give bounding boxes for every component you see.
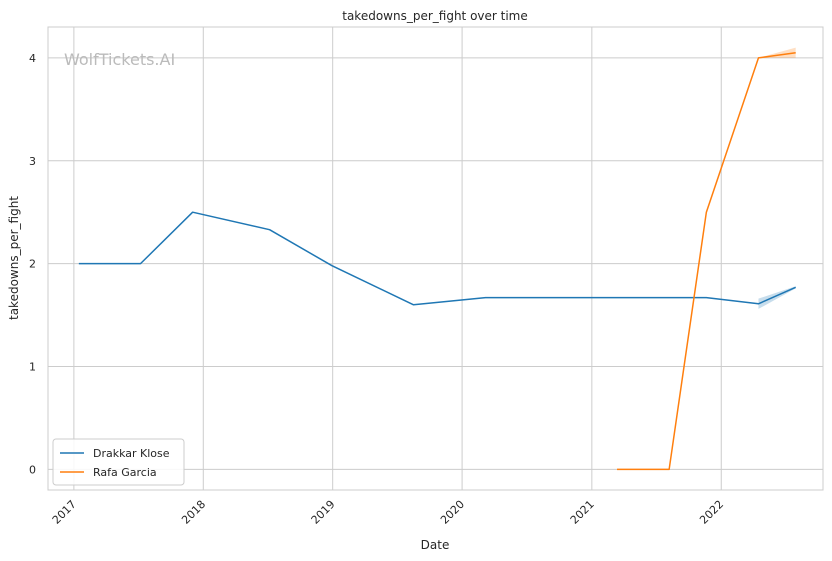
confidence-band-1: [758, 47, 796, 58]
series-line-0: [78, 211, 797, 306]
series-line-1: [617, 51, 796, 471]
plot-frame: [47, 26, 824, 491]
plot-background: [48, 27, 823, 490]
legend-label-drakkar-klose: Drakkar Klose: [93, 447, 170, 460]
x-tick-label: 2020: [438, 498, 467, 527]
x-tick-label: 2019: [309, 498, 338, 527]
grid: [48, 27, 823, 490]
watermark: WolfTickets.AI: [64, 50, 175, 69]
y-tick-label: 2: [29, 258, 36, 271]
chart-title: takedowns_per_fight over time: [342, 9, 528, 23]
x-tick-labels: 2017 2018 2019 2020 2021 2022: [50, 498, 726, 527]
legend-frame: [52, 438, 185, 486]
y-tick-label: 3: [29, 155, 36, 168]
x-axis-title: Date: [421, 538, 450, 552]
y-axis-title: takedowns_per_fight: [7, 196, 21, 320]
x-tick-label: 2017: [50, 498, 79, 527]
y-tick-label: 1: [29, 361, 36, 374]
legend-label-rafa-garcia: Rafa Garcia: [93, 466, 157, 479]
y-tick-label: 0: [29, 463, 36, 476]
legend: Drakkar Klose Rafa Garcia: [52, 438, 185, 486]
x-tick-label: 2018: [179, 498, 208, 527]
y-tick-label: 4: [29, 52, 36, 65]
x-tick-label: 2021: [568, 498, 597, 527]
y-tick-labels: 0 1 2 3 4: [29, 52, 36, 477]
series-lines: [78, 51, 797, 471]
x-tick-label: 2022: [697, 498, 726, 527]
